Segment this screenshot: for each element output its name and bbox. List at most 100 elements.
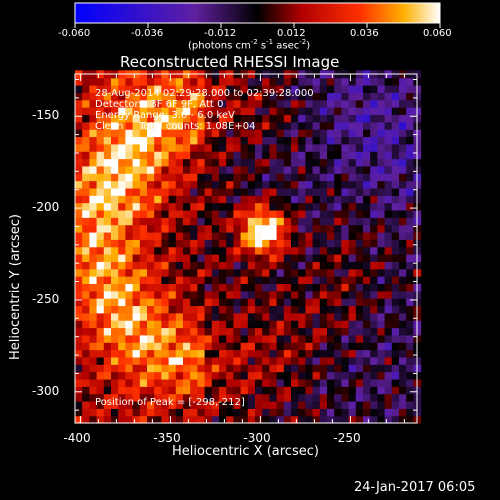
heatmap-cell	[183, 158, 191, 167]
heatmap-cell	[219, 415, 227, 424]
heatmap-cell	[291, 180, 299, 189]
heatmap-cell	[240, 290, 249, 299]
heatmap-cell	[319, 334, 328, 343]
heatmap-cell	[399, 231, 407, 240]
heatmap-cell	[96, 312, 105, 321]
heatmap-cell	[183, 151, 191, 160]
heatmap-cell	[89, 217, 98, 226]
heatmap-cell	[139, 283, 148, 292]
heatmap-cell	[269, 408, 278, 417]
heatmap-cell	[377, 290, 386, 299]
heatmap-cell	[406, 151, 414, 160]
heatmap-cell	[111, 173, 119, 182]
heatmap-cell	[183, 173, 191, 182]
heatmap-cell	[204, 305, 213, 314]
heatmap-cell	[96, 85, 105, 93]
heatmap-cell	[75, 202, 83, 211]
heatmap-cell	[168, 217, 177, 226]
heatmap-cell	[406, 268, 414, 277]
heatmap-cell	[262, 268, 270, 277]
heatmap-cell	[154, 187, 162, 196]
heatmap-cell	[111, 121, 119, 130]
heatmap-cell	[283, 158, 292, 167]
heatmap-cell	[161, 290, 170, 299]
heatmap-cell	[377, 107, 386, 116]
heatmap-cell	[399, 85, 407, 93]
heatmap-cell	[154, 312, 162, 321]
heatmap-cell	[298, 99, 306, 108]
heatmap-cell	[147, 158, 155, 167]
heatmap-cell	[190, 195, 198, 204]
heatmap-cell	[183, 77, 191, 86]
heatmap-cell	[312, 415, 321, 424]
heatmap-cell	[377, 143, 386, 152]
heatmap-cell	[363, 276, 371, 284]
heatmap-cell	[262, 320, 270, 329]
heatmap-cell	[283, 342, 292, 351]
heatmap-cell	[175, 356, 184, 365]
heatmap-cell	[370, 231, 378, 240]
heatmap-cell	[341, 202, 350, 211]
heatmap-cell	[219, 129, 227, 138]
heatmap-cell	[406, 393, 414, 402]
heatmap-cell	[240, 129, 249, 138]
heatmap-cell	[391, 334, 400, 343]
heatmap-cell	[298, 107, 306, 116]
heatmap-cell	[168, 290, 177, 299]
heatmap-cell	[247, 415, 256, 424]
heatmap-cell	[269, 305, 278, 314]
heatmap-cell	[348, 327, 357, 336]
heatmap-cell	[89, 224, 98, 233]
heatmap-cell	[132, 180, 141, 189]
heatmap-cell	[334, 246, 342, 255]
heatmap-cell	[384, 85, 393, 93]
heatmap-cell	[355, 320, 364, 329]
heatmap-cell	[211, 356, 220, 365]
heatmap-cell	[147, 224, 155, 233]
heatmap-cell	[391, 378, 400, 387]
heatmap-cell	[384, 320, 393, 329]
heatmap-cell	[82, 136, 90, 145]
heatmap-cell	[291, 107, 299, 116]
heatmap-cell	[255, 364, 263, 373]
heatmap-cell	[355, 187, 364, 196]
heatmap-cell	[96, 283, 105, 292]
heatmap-cell	[226, 158, 234, 167]
heatmap-cell	[291, 356, 299, 365]
heatmap-cell	[139, 209, 148, 218]
heatmap-cell	[319, 268, 328, 277]
heatmap-cell	[204, 371, 213, 380]
heatmap-cell	[132, 224, 141, 233]
heatmap-cell	[89, 151, 98, 160]
heatmap-cell	[233, 364, 242, 373]
heatmap-cell	[327, 254, 335, 262]
heatmap-cell	[319, 320, 328, 329]
heatmap-cell	[204, 342, 213, 351]
heatmap-cell	[190, 92, 198, 101]
heatmap-cell	[240, 268, 249, 277]
heatmap-cell	[247, 136, 256, 145]
heatmap-cell	[298, 158, 306, 167]
heatmap-cell	[283, 165, 292, 174]
heatmap-cell	[125, 195, 134, 204]
heatmap-cell	[399, 121, 407, 130]
heatmap-cell	[147, 408, 155, 417]
heatmap-cell	[75, 305, 83, 314]
heatmap-cell	[103, 290, 112, 299]
colorbar-tick-label: -0.036	[131, 28, 164, 39]
heatmap-cell	[291, 231, 299, 240]
heatmap-cell	[319, 129, 328, 138]
heatmap-cell	[219, 173, 227, 182]
heatmap-cell	[147, 114, 155, 123]
heatmap-cell	[75, 334, 83, 343]
heatmap-cell	[348, 85, 357, 93]
heatmap-cell	[96, 386, 105, 395]
heatmap-cell	[298, 231, 306, 240]
heatmap-cell	[89, 283, 98, 292]
heatmap-cell	[291, 158, 299, 167]
heatmap-cell	[125, 393, 134, 402]
heatmap-cell	[118, 254, 126, 262]
heatmap-cell	[298, 151, 306, 160]
heatmap-cell	[341, 85, 350, 93]
heatmap-cell	[147, 364, 155, 373]
